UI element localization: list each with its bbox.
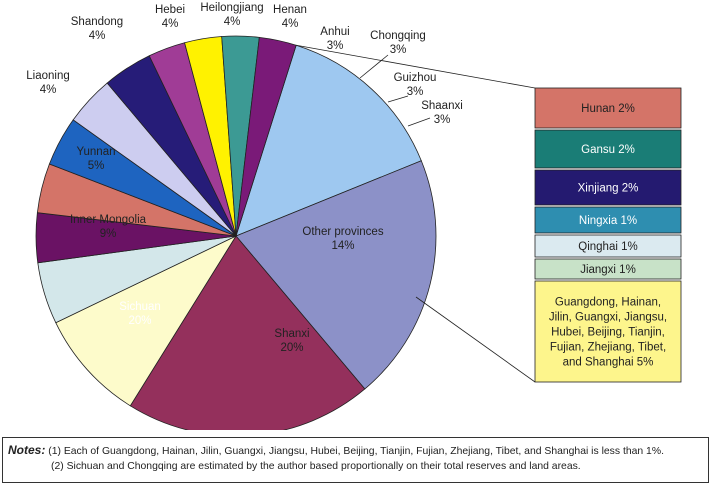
slice-label-shandong: Shandong 4% <box>71 16 123 42</box>
pie-of-bar-chart: Other provinces 14% Shanxi 20% Sichuan 20% Inn… <box>26 2 682 430</box>
breakdown-label-ningxia: Ningxia 1% <box>579 215 637 227</box>
connector-line-top <box>296 44 536 89</box>
slice-label-henan: Henan 4% <box>273 4 307 30</box>
notes-box: Notes: (1) Each of Guangdong, Hainan, Ji… <box>2 437 709 483</box>
slice-label-anhui: Anhui 3% <box>320 26 349 52</box>
slice-label-yunnan: Yunnan 5% <box>76 146 115 172</box>
breakdown-label-qinghai: Qinghai 1% <box>578 241 637 253</box>
leader-line-chongqing <box>359 54 389 79</box>
connector-line-bottom <box>415 296 536 383</box>
slice-label-heilongjiang: Heilongjiang 4% <box>200 2 263 28</box>
slice-label-liaoning: Liaoning 4% <box>26 70 69 96</box>
slice-label-shanxi: Shanxi 20% <box>274 328 309 354</box>
leader-line-guizhou <box>387 95 409 103</box>
breakdown-segment-hunan <box>534 87 682 129</box>
leader-line-shaanxi <box>407 117 431 127</box>
slice-label-guizhou: Guizhou 3% <box>394 72 437 98</box>
breakdown-segment-gansu <box>534 129 682 169</box>
breakdown-label-xinjiang: Xinjiang 2% <box>578 183 639 195</box>
breakdown-label-guangdong-hainan-jilin-g: Guangdong, Hainan, Jilin, Guangxi, Jiangs… <box>549 297 667 369</box>
pie-slice-sichuan <box>129 235 366 430</box>
breakdown-segment-qinghai <box>534 234 682 258</box>
slice-label-hebei: Hebei 4% <box>155 4 185 30</box>
breakdown-segment-ningxia <box>534 206 682 234</box>
slice-label-other-provinces: Other provinces 14% <box>302 226 383 252</box>
slice-label-chongqing: Chongqing 3% <box>370 30 426 56</box>
notes-line-1: Notes: (1) Each of Guangdong, Hainan, Ji… <box>8 443 708 459</box>
breakdown-segment-guangdong-hainan-jilin-g <box>534 280 682 383</box>
pie-slice-shanxi <box>235 160 437 390</box>
notes-text-2: (2) Sichuan and Chongqing are estimated … <box>51 461 581 472</box>
breakdown-label-gansu: Gansu 2% <box>581 144 635 156</box>
notes-text-1: (1) Each of Guangdong, Hainan, Jilin, Gu… <box>45 446 664 457</box>
pie-slice-other-provinces <box>235 44 422 237</box>
breakdown-label-hunan: Hunan 2% <box>581 103 635 115</box>
slice-label-sichuan: Sichuan 20% <box>119 301 161 327</box>
breakdown-label-jiangxi: Jiangxi 1% <box>580 264 636 276</box>
breakdown-segment-xinjiang <box>534 169 682 206</box>
pie-slice-shaanxi <box>235 36 297 237</box>
notes-heading: Notes: <box>8 443 46 457</box>
breakdown-segment-jiangxi <box>534 258 682 280</box>
pie-slice-inner-mongolia <box>55 235 238 407</box>
slice-label-inner-mongolia: Inner Mongolia 9% <box>70 214 147 240</box>
slice-label-shaanxi: Shaanxi 3% <box>421 100 463 126</box>
